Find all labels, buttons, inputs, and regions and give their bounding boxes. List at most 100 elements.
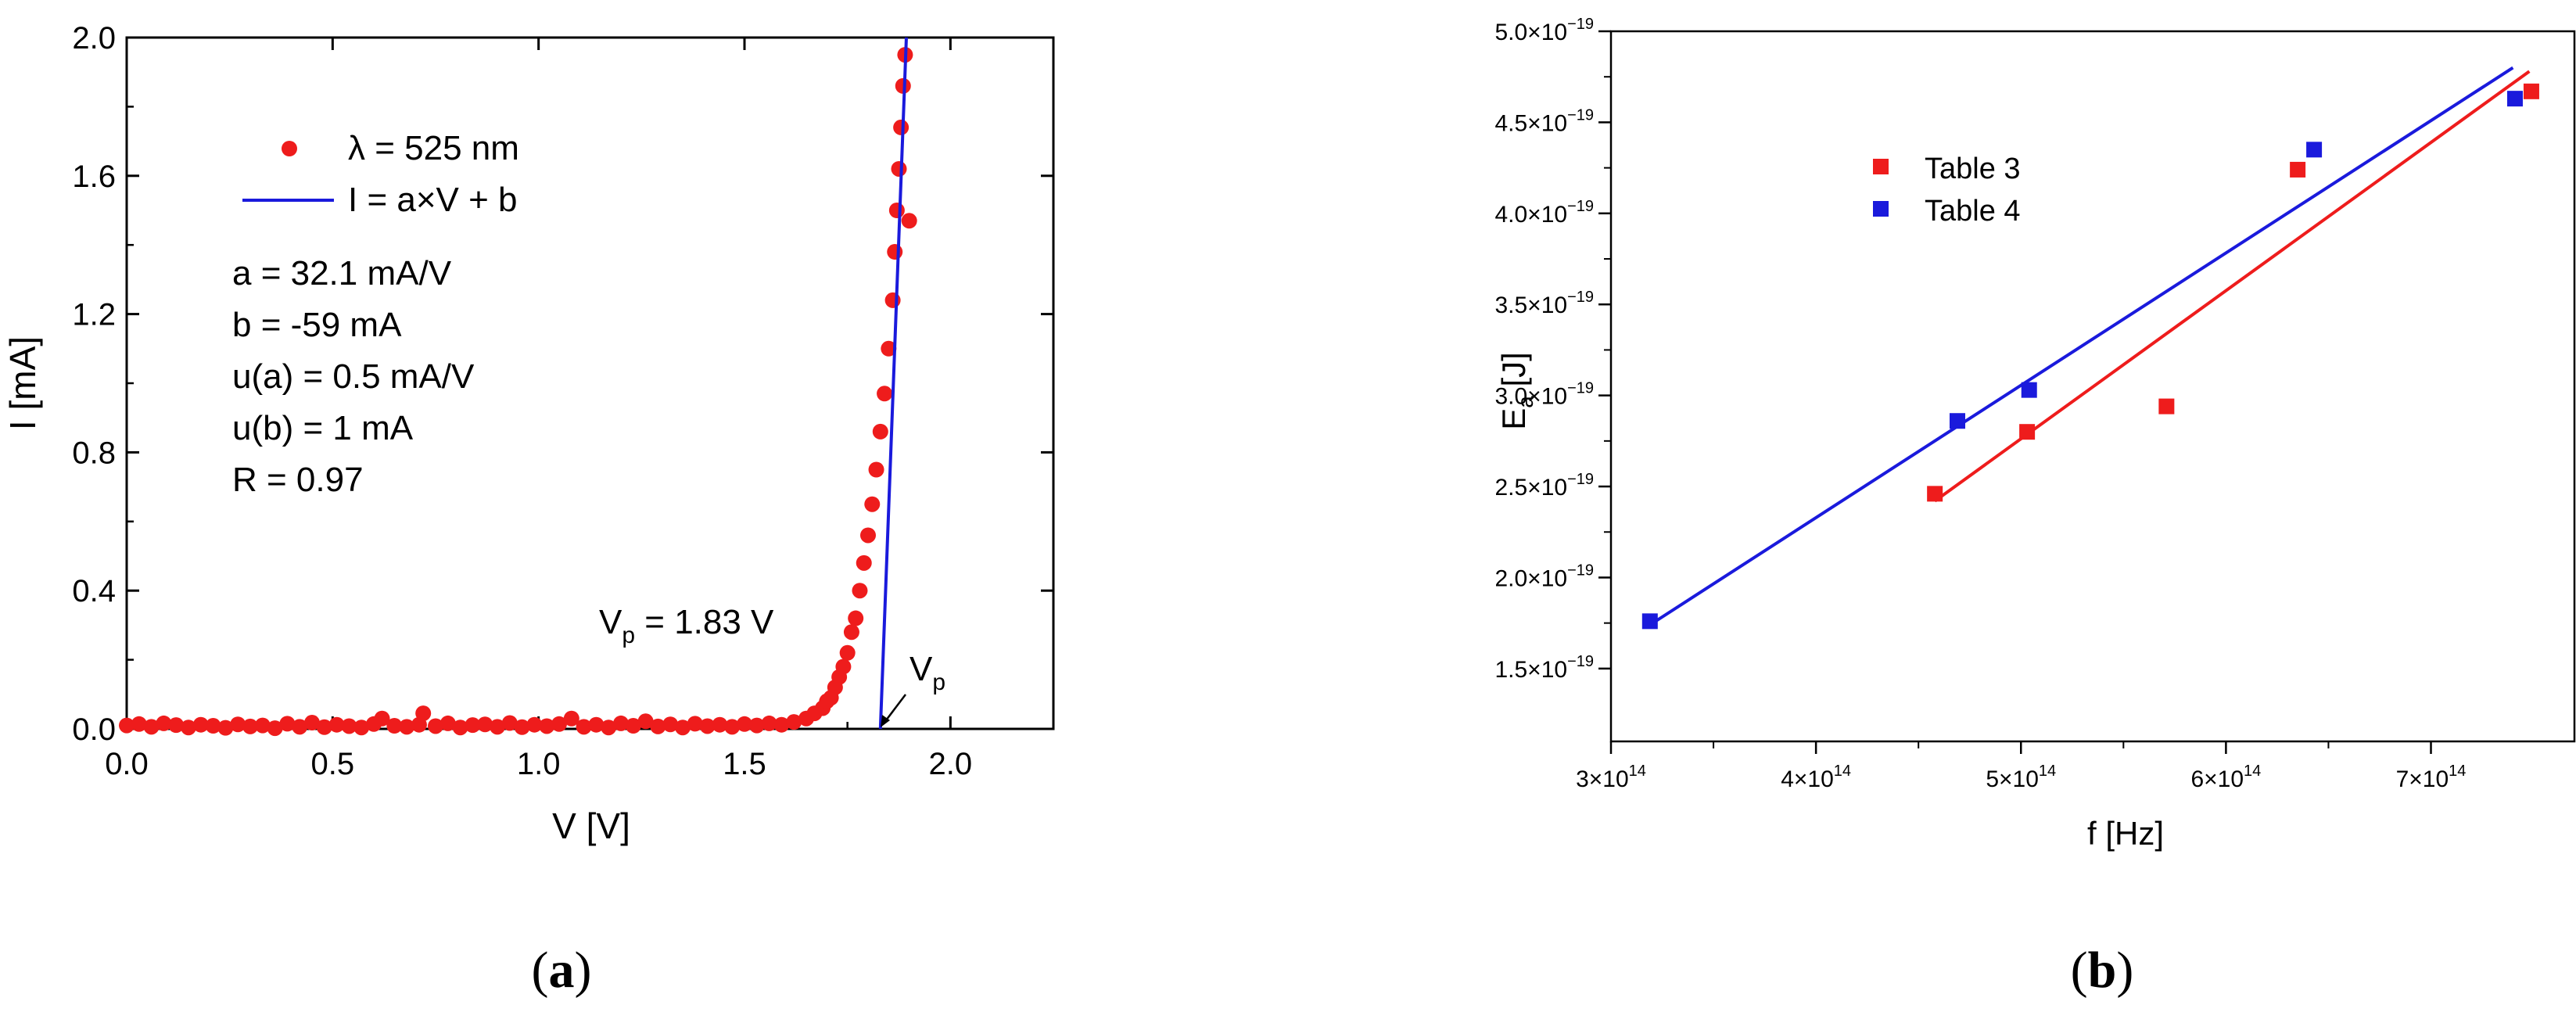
data-point-525nm [856, 554, 872, 571]
data-point-525nm [737, 716, 752, 732]
caption-b: (b) [2071, 942, 2134, 999]
legend-b-label-table3: Table 3 [1925, 153, 2021, 185]
data-point-525nm [501, 715, 518, 731]
data-point-525nm [192, 716, 209, 733]
data-point-525nm [514, 719, 530, 735]
data-point-table3 [2019, 424, 2036, 440]
data-point-525nm [539, 718, 555, 734]
data-point-525nm [699, 718, 716, 734]
data-point-525nm [353, 720, 370, 736]
data-point-525nm [712, 716, 728, 733]
chart-b-ytick-label: 3.5×10−19 [1494, 289, 1594, 318]
data-point-525nm [724, 719, 741, 735]
data-point-525nm [843, 624, 859, 641]
chart-b-ytick-label: 4.0×10−19 [1494, 198, 1594, 228]
chart-a-xtick-label: 1.0 [517, 747, 561, 781]
fit-line-a [878, 37, 908, 730]
chart-a-ytick-label: 1.6 [72, 160, 116, 194]
param-ub: u(b) = 1 mA [232, 409, 414, 447]
data-point-525nm [650, 718, 666, 734]
chart-b-frame [1609, 30, 2576, 743]
data-point-525nm [852, 583, 868, 599]
data-point-525nm [415, 705, 432, 722]
chart-b-ytick-label: 3.0×10−19 [1494, 380, 1594, 410]
chart-a-xlabel: V [V] [552, 806, 630, 846]
data-point-525nm [131, 716, 147, 732]
data-point-525nm [588, 716, 605, 733]
data-point-525nm [279, 716, 296, 732]
data-point-525nm [877, 386, 893, 402]
data-point-525nm [601, 720, 617, 736]
data-point-525nm [341, 718, 357, 734]
data-point-525nm [490, 719, 505, 735]
legend-b-marker-table3 [1873, 159, 1889, 174]
chart-a-xtick-label: 1.5 [723, 747, 766, 781]
legend-a-label-fit: I = a×V + b [348, 181, 518, 219]
legend-b-marker-table4 [1873, 201, 1889, 217]
data-point-525nm [901, 213, 917, 229]
data-point-525nm [551, 716, 567, 732]
data-point-525nm [613, 715, 629, 731]
data-point-525nm [205, 718, 221, 734]
chart-b-ytick-label: 2.0×10−19 [1494, 562, 1594, 591]
data-point-525nm [563, 710, 579, 727]
data-point-525nm [773, 716, 790, 733]
data-point-525nm [399, 719, 415, 735]
chart-a-xtick-label: 0.5 [311, 747, 355, 781]
data-point-525nm [328, 716, 345, 733]
data-point-525nm [181, 720, 196, 736]
data-point-525nm [786, 714, 802, 730]
data-point-table3 [1927, 486, 1943, 502]
chart-b-ytick-label: 4.5×10−19 [1494, 106, 1594, 136]
data-point-525nm [687, 716, 703, 732]
data-point-525nm [143, 719, 160, 735]
chart-b-xtick-label: 3×1014 [1576, 763, 1646, 792]
data-point-525nm [662, 716, 679, 733]
data-point-525nm [119, 717, 135, 734]
chart-b-xtick-label: 6×1014 [2190, 763, 2261, 792]
param-r: R = 0.97 [232, 461, 364, 499]
data-point-525nm [872, 423, 888, 440]
data-point-table3 [2523, 83, 2539, 99]
chart-b-ytick-label: 2.5×10−19 [1494, 471, 1594, 501]
data-point-525nm [576, 719, 592, 735]
vp-arrow-label: Vp [909, 650, 945, 695]
data-point-table3 [2158, 398, 2175, 414]
param-b: b = -59 mA [232, 306, 402, 344]
data-point-525nm [217, 720, 234, 736]
data-point-525nm [675, 720, 691, 736]
data-point-525nm [748, 717, 765, 734]
fit-line-table4 [1649, 66, 2514, 626]
chart-b-xtick-label: 7×1014 [2396, 763, 2467, 792]
chart-a-xtick-label: 0.0 [105, 747, 149, 781]
legend-a-label-data: λ = 525 nm [348, 129, 519, 167]
data-point-525nm [891, 160, 907, 177]
chart-a: 0.0 0.5 1.0 1.5 2.00.00.40.81.21.62.0 V [V] … [2, 21, 1055, 846]
vp-arrow-head [881, 715, 890, 727]
chart-b-ylabel: Ea [J] [1495, 352, 1537, 430]
param-ua: u(a) = 0.5 mA/V [232, 357, 475, 396]
data-point-525nm [637, 713, 654, 730]
data-point-table4 [2506, 91, 2523, 107]
data-point-table4 [1949, 413, 1965, 429]
chart-a-ytick-label: 0.8 [72, 436, 116, 470]
data-point-table3 [2290, 161, 2306, 178]
data-point-525nm [893, 119, 909, 135]
param-a: a = 32.1 mA/V [232, 254, 452, 292]
data-point-525nm [386, 718, 403, 734]
legend-a-marker-data [282, 141, 297, 156]
chart-b-xtick-label: 4×1014 [1781, 763, 1851, 792]
data-point-525nm [168, 717, 185, 734]
data-point-525nm [835, 659, 852, 675]
data-point-525nm [267, 720, 283, 737]
legend-b-label-table4: Table 4 [1925, 195, 2021, 228]
chart-a-ylabel: I [mA] [2, 336, 43, 430]
data-point-525nm [864, 496, 881, 512]
data-point-525nm [304, 715, 320, 731]
data-point-525nm [868, 461, 884, 478]
data-point-525nm [625, 718, 641, 734]
data-point-525nm [156, 715, 172, 731]
data-point-525nm [254, 717, 271, 734]
data-point-525nm [477, 716, 493, 733]
